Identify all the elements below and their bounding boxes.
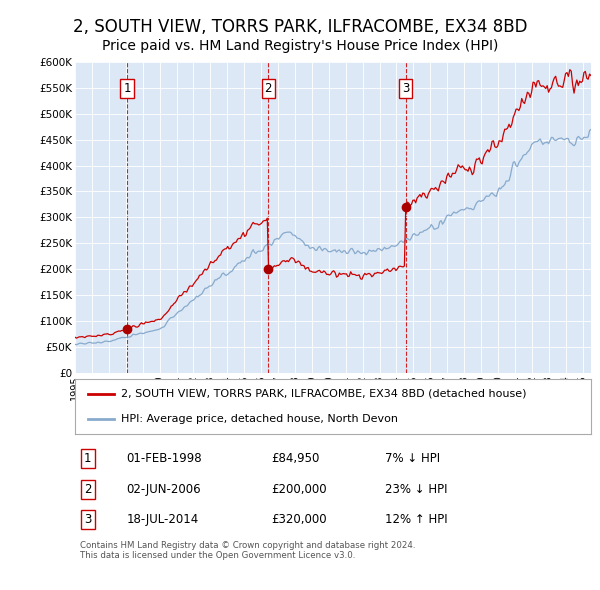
Text: £84,950: £84,950 <box>271 453 319 466</box>
Text: 02-JUN-2006: 02-JUN-2006 <box>127 483 201 496</box>
Text: 2: 2 <box>84 483 92 496</box>
Text: 18-JUL-2014: 18-JUL-2014 <box>127 513 199 526</box>
Text: 7% ↓ HPI: 7% ↓ HPI <box>385 453 440 466</box>
Text: Contains HM Land Registry data © Crown copyright and database right 2024.
This d: Contains HM Land Registry data © Crown c… <box>80 540 416 560</box>
Text: 1: 1 <box>124 83 131 96</box>
Text: 3: 3 <box>402 83 409 96</box>
Text: £200,000: £200,000 <box>271 483 327 496</box>
Text: 2, SOUTH VIEW, TORRS PARK, ILFRACOMBE, EX34 8BD (detached house): 2, SOUTH VIEW, TORRS PARK, ILFRACOMBE, E… <box>121 389 527 399</box>
Text: HPI: Average price, detached house, North Devon: HPI: Average price, detached house, Nort… <box>121 414 398 424</box>
Text: 1: 1 <box>84 453 92 466</box>
Text: 12% ↑ HPI: 12% ↑ HPI <box>385 513 447 526</box>
Text: £320,000: £320,000 <box>271 513 327 526</box>
Text: 2, SOUTH VIEW, TORRS PARK, ILFRACOMBE, EX34 8BD: 2, SOUTH VIEW, TORRS PARK, ILFRACOMBE, E… <box>73 18 527 35</box>
Text: 01-FEB-1998: 01-FEB-1998 <box>127 453 202 466</box>
Text: 23% ↓ HPI: 23% ↓ HPI <box>385 483 447 496</box>
Text: 2: 2 <box>265 83 272 96</box>
Text: 3: 3 <box>84 513 92 526</box>
Text: Price paid vs. HM Land Registry's House Price Index (HPI): Price paid vs. HM Land Registry's House … <box>102 39 498 53</box>
